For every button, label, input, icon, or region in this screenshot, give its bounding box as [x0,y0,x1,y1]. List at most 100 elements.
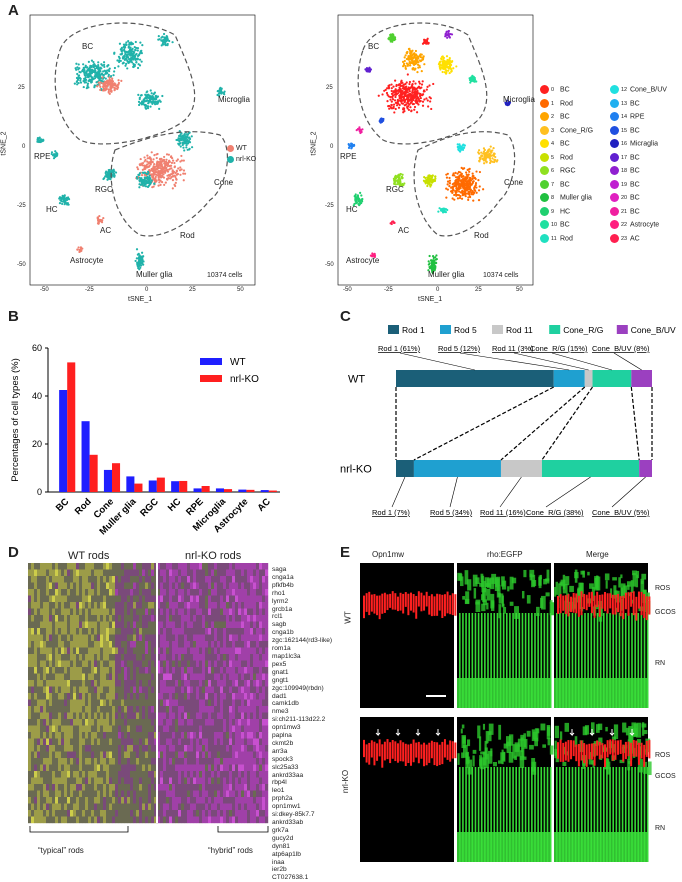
heatmap-cell [241,583,244,590]
heatmap-cell [55,563,58,570]
heatmap-cell [178,661,181,668]
heatmap-cell [178,654,181,661]
heatmap-cell [94,693,97,700]
cluster-color-dot [540,99,549,108]
segment-label: Rod 1 (61%) [378,344,421,353]
heatmap-cell [217,654,220,661]
heatmap-cell [67,635,70,642]
row-label: WT [348,374,365,386]
heatmap-cell [43,687,46,694]
heatmap-cell [208,687,211,694]
heatmap-cell [184,635,187,642]
heatmap-cell [187,602,190,609]
heatmap-cell [199,628,202,635]
heatmap-cell [160,674,163,681]
heatmap-cell [121,576,124,583]
legend-nrlko: nrl-KO [227,154,256,165]
heatmap-cell [64,641,67,648]
heatmap-cell [127,615,130,622]
heatmap-cell [94,706,97,713]
heatmap-cell [166,680,169,687]
heatmap-cell [187,635,190,642]
heatmap-cell [220,654,223,661]
heatmap-cell [52,576,55,583]
heatmap-cell [175,700,178,707]
heatmap-cell [112,674,115,681]
heatmap-cell [151,661,154,668]
heatmap-cell [148,583,151,590]
heatmap-cell [136,661,139,668]
ytick: -50 [325,262,334,268]
heatmap-cell [76,609,79,616]
heatmap-cell [121,583,124,590]
heatmap-cell [190,635,193,642]
heatmap-cell [49,700,52,707]
heatmap-cell [70,615,73,622]
heatmap-cell [100,687,103,694]
heatmap-cell [217,615,220,622]
heatmap-cell [244,654,247,661]
heatmap-cell [142,563,145,570]
heatmap-cell [250,576,253,583]
heatmap-cell [160,687,163,694]
heatmap-cell [229,576,232,583]
heatmap-cell [208,667,211,674]
heatmap-cell [196,635,199,642]
heatmap-cell [139,641,142,648]
heatmap-cell [205,641,208,648]
heatmap-cell [172,589,175,596]
tsne-label-rod: Rod [180,231,195,240]
heatmap-cell [208,615,211,622]
heatmap-cell [184,622,187,629]
heatmap-cell [190,596,193,603]
heatmap-cell [187,628,190,635]
bar-nrl-ko [202,486,210,492]
heatmap-cell [199,596,202,603]
heatmap-cell [61,667,64,674]
heatmap-cell [115,700,118,707]
heatmap-cell [52,570,55,577]
heatmap-cell [103,661,106,668]
segment-label: Cone_R/G (15%) [530,344,588,353]
heatmap-cell [61,635,64,642]
heatmap-cell [100,641,103,648]
heatmap-cell [97,615,100,622]
heatmap-cell [262,648,265,655]
tsne-label-ac: AC [100,226,111,235]
heatmap-cell [187,596,190,603]
heatmap-cell [124,674,127,681]
heatmap-cell [178,700,181,707]
cluster-name: HC [560,208,570,215]
heatmap-cell [169,589,172,596]
heatmap-cell [163,628,166,635]
heatmap-cell [46,654,49,661]
heatmap-cell [250,661,253,668]
cluster-name: AC [630,235,640,242]
heatmap-cell [169,648,172,655]
heatmap-cell [241,602,244,609]
heatmap-cell [196,700,199,707]
heatmap-cell [196,570,199,577]
heatmap-cell [214,570,217,577]
heatmap-cell [76,700,79,707]
heatmap-cell [85,570,88,577]
heatmap-cell [265,674,268,681]
heatmap-cell [133,589,136,596]
heatmap-cell [193,654,196,661]
heatmap-cell [199,615,202,622]
heatmap-cell [58,628,61,635]
heatmap-cell [253,693,256,700]
heatmap-cell [229,615,232,622]
heatmap-cell [166,693,169,700]
heatmap-cell [64,654,67,661]
xtick: 0 [145,287,148,293]
heatmap-cell [73,576,76,583]
heatmap-cell [136,641,139,648]
heatmap-cell [214,693,217,700]
heatmap-cell [142,700,145,707]
heatmap-cell [175,583,178,590]
heatmap-cell [136,635,139,642]
heatmap-cell [145,596,148,603]
heatmap-cell [127,570,130,577]
heatmap-cell [100,628,103,635]
